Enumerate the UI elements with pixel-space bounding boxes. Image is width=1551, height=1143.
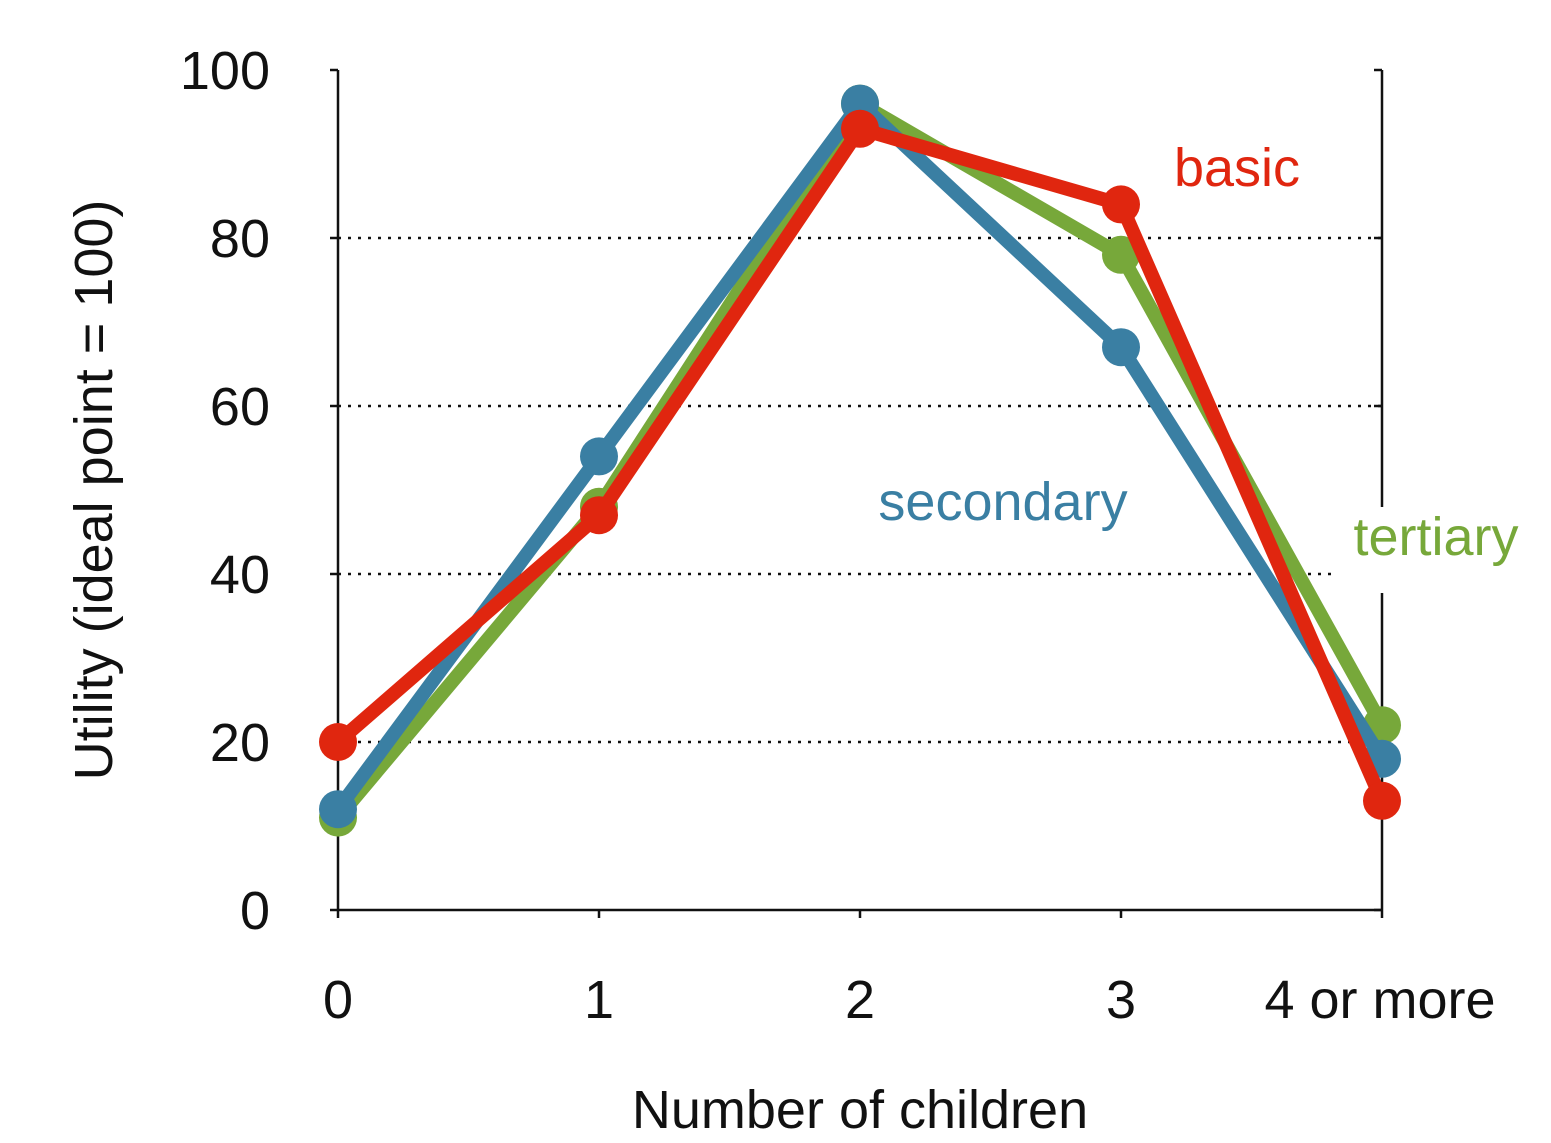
data-point-basic <box>1363 781 1401 820</box>
series-label-tertiary: tertiary <box>1353 507 1518 567</box>
series-label-basic: basic <box>1174 138 1300 198</box>
series-line-basic <box>331 121 1389 808</box>
data-point-secondary <box>1102 328 1140 367</box>
data-point-tertiary <box>1102 235 1140 274</box>
data-point-basic <box>1102 185 1140 224</box>
series-basic <box>319 109 1401 820</box>
x-tick-label: 1 <box>584 970 614 1030</box>
data-point-secondary <box>319 790 357 829</box>
data-point-basic <box>841 109 879 148</box>
series-label-background <box>1336 507 1536 593</box>
series-labels: tertiary secondary basic <box>878 138 1536 593</box>
x-tick-label: 4 or more <box>1264 970 1495 1030</box>
x-tick-label: 3 <box>1106 970 1136 1030</box>
y-tick-label: 20 <box>210 713 270 773</box>
data-point-secondary <box>580 437 618 476</box>
y-tick-labels: 0 20 40 60 80 100 <box>180 41 270 941</box>
series-label-secondary: secondary <box>878 472 1127 532</box>
y-tick-label: 100 <box>180 41 270 101</box>
y-tick-label: 40 <box>210 545 270 605</box>
x-axis-title: Number of children <box>632 1080 1088 1140</box>
x-tick-label: 2 <box>845 970 875 1030</box>
y-tick-label: 0 <box>240 881 270 941</box>
series-line-tertiary <box>331 96 1389 825</box>
x-tick-label: 0 <box>323 970 353 1030</box>
y-axis-title: Utility (ideal point = 100) <box>64 200 124 781</box>
x-tick-labels: 0 1 2 3 4 or more <box>323 970 1496 1030</box>
y-tick-label: 80 <box>210 209 270 269</box>
grid-lines <box>338 236 1382 744</box>
data-point-basic <box>319 723 357 761</box>
data-point-basic <box>580 496 618 535</box>
y-tick-label: 60 <box>210 377 270 437</box>
series-layer <box>319 84 1401 837</box>
